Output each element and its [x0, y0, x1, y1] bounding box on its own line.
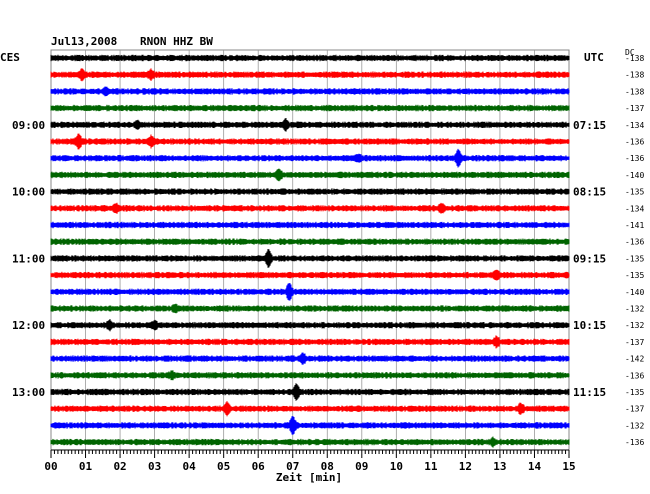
trace-line-0	[50, 54, 570, 62]
dc-offset-label: -136	[625, 438, 644, 447]
trace-line-9	[50, 202, 570, 214]
x-axis: 00 01 02 03 04 05 06 07 08 09 10 11 12 13 14 15	[44, 449, 576, 473]
left-time-label: 11:00	[12, 252, 45, 265]
dc-offset-label: -135	[625, 271, 644, 280]
dc-offset-label: -137	[625, 104, 644, 113]
trace-line-14	[50, 283, 570, 301]
dc-offset-label: -136	[625, 138, 644, 147]
x-tick-label: 06	[252, 460, 266, 473]
x-tick-label: 01	[79, 460, 93, 473]
trace-line-23	[50, 436, 570, 448]
trace-line-6	[50, 148, 570, 168]
dc-offset-label: -140	[625, 171, 644, 180]
dc-offset-label: -141	[625, 221, 644, 230]
dc-offset-label: -132	[625, 321, 644, 330]
x-tick-label: 05	[217, 460, 230, 473]
trace-line-1	[50, 68, 570, 82]
dc-offset-label: -136	[625, 154, 644, 163]
dc-offset-label: -138	[625, 54, 644, 63]
dc-offset-label: -132	[625, 305, 644, 314]
dc-offset-label: -136	[625, 371, 644, 380]
right-timezone-label: UTC	[584, 51, 604, 64]
right-time-label: 07:15	[573, 119, 606, 132]
trace-line-7	[50, 168, 570, 182]
x-tick-label: 04	[183, 460, 197, 473]
trace-group	[50, 54, 570, 448]
trace-line-13	[50, 269, 570, 281]
right-time-label: 08:15	[573, 186, 606, 199]
dc-offset-label: -135	[625, 188, 644, 197]
trace-line-3	[50, 104, 570, 112]
grid-lines	[50, 49, 570, 451]
x-axis-label: Zeit [min]	[276, 471, 342, 484]
x-tick-label: 07	[286, 460, 299, 473]
trace-line-11	[50, 238, 570, 246]
x-tick-label: 11	[424, 460, 438, 473]
x-tick-label: 09	[355, 460, 368, 473]
trace-line-2	[50, 86, 570, 97]
dc-offset-label: -134	[625, 204, 644, 213]
trace-line-18	[50, 352, 570, 365]
dc-offset-label: -142	[625, 355, 644, 364]
dc-offset-label: -138	[625, 87, 644, 96]
dc-offset-label: -135	[625, 388, 644, 397]
header-station: RNON HHZ BW	[140, 35, 213, 48]
x-tick-label: 12	[459, 460, 472, 473]
trace-line-21	[50, 401, 570, 417]
dc-offset-label: -138	[625, 71, 644, 80]
trace-line-22	[50, 416, 570, 435]
trace-line-16	[50, 319, 570, 332]
time-label-group: -138 -138 -138 -137 -134 -136 -136 -140 -135 -134…	[12, 54, 644, 447]
x-tick-label: 13	[493, 460, 506, 473]
dc-offset-label: -132	[625, 421, 644, 430]
right-time-label: 09:15	[573, 252, 606, 265]
dc-offset-label: -135	[625, 254, 644, 263]
left-timezone-label: CES	[0, 51, 20, 64]
x-tick-label: 08	[321, 460, 334, 473]
left-time-label: 09:00	[12, 119, 45, 132]
dc-offset-label: -134	[625, 121, 644, 130]
trace-line-17	[50, 335, 570, 349]
dc-offset-label: -137	[625, 338, 644, 347]
x-tick-label: 00	[44, 460, 57, 473]
left-time-label: 12:00	[12, 319, 45, 332]
dc-offset-label: -136	[625, 238, 644, 247]
trace-line-15	[50, 303, 570, 314]
trace-line-20	[50, 383, 570, 401]
trace-line-5	[50, 133, 570, 150]
x-tick-label: 14	[528, 460, 542, 473]
trace-line-19	[50, 370, 570, 381]
right-time-label: 10:15	[573, 319, 606, 332]
header-date: Jul13,2008	[51, 35, 117, 48]
dc-offset-label: -140	[625, 288, 644, 297]
left-time-label: 10:00	[12, 186, 45, 199]
x-tick-label: 03	[148, 460, 161, 473]
dc-column-label: DC	[625, 48, 635, 57]
x-tick-label: 10	[390, 460, 403, 473]
x-tick-label: 02	[113, 460, 126, 473]
dc-offset-label: -137	[625, 405, 644, 414]
trace-line-10	[50, 221, 570, 229]
trace-line-8	[50, 188, 570, 195]
left-time-label: 13:00	[12, 386, 45, 399]
trace-line-12	[50, 248, 570, 268]
trace-line-4	[50, 117, 570, 132]
right-time-label: 11:15	[573, 386, 606, 399]
x-tick-label: 15	[562, 460, 575, 473]
